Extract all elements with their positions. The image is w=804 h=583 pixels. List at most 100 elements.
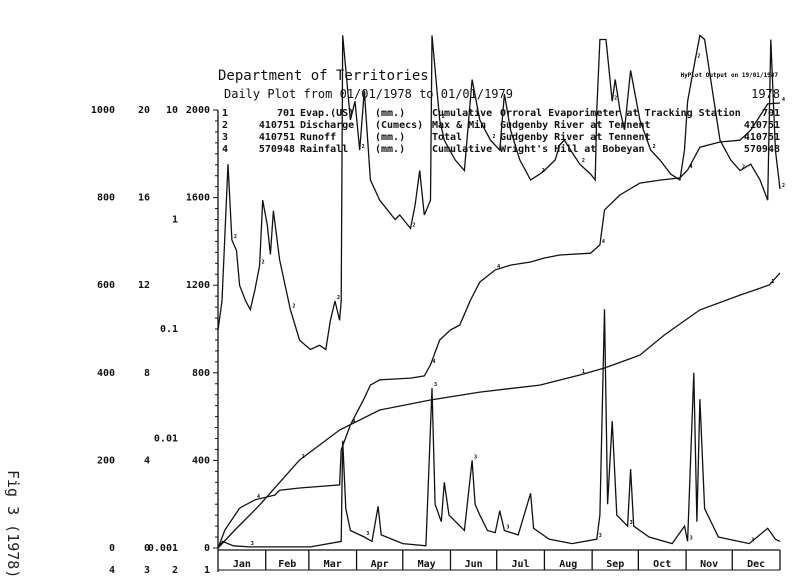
month-label: Dec — [747, 559, 765, 570]
series-marker-2: 2 — [262, 260, 265, 266]
axis-2-tick-label: 10 — [166, 105, 178, 116]
axis-2-tick-label: 0.01 — [154, 434, 178, 445]
legend-units: (mm.) — [375, 144, 405, 155]
legend-name: Rainfall — [300, 143, 348, 155]
legend-name: Evap.(US) — [300, 108, 354, 119]
series-marker-3: 3 — [474, 454, 477, 460]
series-marker-1: 1 — [582, 369, 585, 375]
legend-units: (mm.) — [375, 108, 405, 119]
axis-3-tick-label: 16 — [138, 193, 150, 204]
series-marker-2: 2 — [614, 95, 617, 101]
series-marker-2: 2 — [442, 114, 445, 120]
series-marker-2: 2 — [697, 53, 700, 59]
legend-units: (Cumecs) — [375, 120, 423, 131]
series-marker-3: 3 — [751, 538, 754, 544]
figure-label: Fig 3 (1978) — [4, 470, 22, 578]
legend-station: Wright's Hill at Bobeyan — [500, 143, 645, 155]
axis-1-tick-label: 2000 — [186, 105, 210, 116]
axis-id-label: 1 — [204, 565, 210, 576]
month-label: Jun — [465, 559, 483, 570]
legend-name: Runoff — [300, 132, 336, 143]
legend-total: 410751 — [259, 120, 295, 131]
month-label: Feb — [278, 559, 296, 570]
legend-right-total: 410751 — [744, 120, 780, 131]
series-marker-3: 3 — [506, 524, 509, 530]
legend-station: Gudgenby River at Tennent — [500, 119, 651, 131]
output-note: HyPlot Output on 19/01/1987 — [680, 72, 778, 79]
series-marker-3: 3 — [599, 533, 602, 539]
series-marker-2: 2 — [782, 183, 785, 189]
axis-2-tick-label: 0.1 — [160, 324, 178, 335]
series-marker-3: 3 — [434, 382, 437, 388]
legend-right-total: 570948 — [744, 144, 780, 155]
series-marker-2: 2 — [362, 144, 365, 150]
month-label: Jul — [512, 559, 530, 570]
series-line-discharge — [217, 34, 781, 351]
month-label: Oct — [653, 559, 671, 570]
series-marker-2: 2 — [493, 134, 496, 140]
month-label: Nov — [700, 559, 718, 570]
series-marker-3: 3 — [251, 541, 254, 547]
series-line-evap-us- — [217, 272, 781, 549]
month-label: May — [418, 559, 436, 570]
year-label: 1978 — [751, 87, 780, 101]
legend-right-total: 410751 — [744, 132, 780, 143]
legend-station: Gudgenby River at Tennent — [500, 131, 651, 143]
legend-type: Total — [432, 132, 462, 143]
series-marker-3: 3 — [690, 535, 693, 541]
month-label: Jan — [233, 559, 251, 570]
axis-2-tick-label: 0.001 — [148, 543, 178, 554]
legend-units: (mm.) — [375, 132, 405, 143]
series-marker-4: 4 — [497, 264, 500, 270]
legend-num: 1 — [222, 108, 228, 119]
month-label: Apr — [371, 559, 389, 570]
axis-3-tick-label: 4 — [144, 455, 150, 466]
legend-row-2: 2 410751 Discharge (Cumecs) Max & Min Gudgenb… — [222, 119, 780, 131]
series-marker-2: 2 — [542, 168, 545, 174]
axis-1-tick-label: 1200 — [186, 280, 210, 291]
axis-1-tick-label: 800 — [192, 368, 210, 379]
axis-id-label: 3 — [144, 565, 150, 576]
legend-type: Cumulative — [432, 107, 492, 119]
month-label: Sep — [606, 559, 624, 570]
axis-3-tick-label: 12 — [138, 280, 150, 291]
series-marker-1: 1 — [302, 454, 305, 460]
series-marker-3: 3 — [366, 531, 369, 537]
axis-4-tick-label: 800 — [97, 193, 115, 204]
month-label: Mar — [324, 559, 342, 570]
axis-3-tick-label: 20 — [138, 105, 150, 116]
series-marker-4: 4 — [352, 419, 355, 425]
axis-id-label: 2 — [172, 565, 178, 576]
series-marker-2: 2 — [582, 158, 585, 164]
series-marker-2: 2 — [653, 144, 656, 150]
chart-subtitle: Daily Plot from 01/01/1978 to 01/01/1979 — [224, 87, 513, 101]
series-marker-1: 1 — [771, 279, 774, 285]
legend-row-3: 3 410751 Runoff (mm.) Total Gudgenby River at… — [222, 131, 780, 143]
series-marker-4: 4 — [257, 494, 260, 500]
series-marker-2: 2 — [292, 304, 295, 310]
axis-2-tick-label: 1 — [172, 215, 178, 226]
series-line-rainfall — [217, 102, 781, 549]
series-marker-3: 3 — [630, 520, 633, 526]
series-marker-2: 2 — [234, 234, 237, 240]
series-marker-4: 4 — [602, 239, 605, 245]
axis-3-tick-label: 8 — [144, 368, 150, 379]
series-marker-4: 4 — [690, 164, 693, 170]
axis-1-tick-label: 0 — [204, 543, 210, 554]
axis-1-tick-label: 400 — [192, 455, 210, 466]
legend-type: Max & Min — [432, 119, 486, 131]
axis-4-tick-label: 1000 — [91, 105, 115, 116]
legend-total: 701 — [277, 108, 295, 119]
legend-type: Cumulative — [432, 143, 492, 155]
chart-title: Department of Territories — [218, 68, 429, 84]
axis-1-tick-label: 1600 — [186, 193, 210, 204]
series-marker-4: 4 — [782, 97, 785, 103]
legend-num: 2 — [222, 120, 228, 131]
axis-4-tick-label: 200 — [97, 455, 115, 466]
legend-total: 410751 — [259, 132, 295, 143]
month-label: Aug — [559, 559, 577, 570]
series-marker-4: 4 — [432, 359, 435, 365]
series-marker-2: 2 — [742, 165, 745, 171]
axis-4-tick-label: 600 — [97, 280, 115, 291]
